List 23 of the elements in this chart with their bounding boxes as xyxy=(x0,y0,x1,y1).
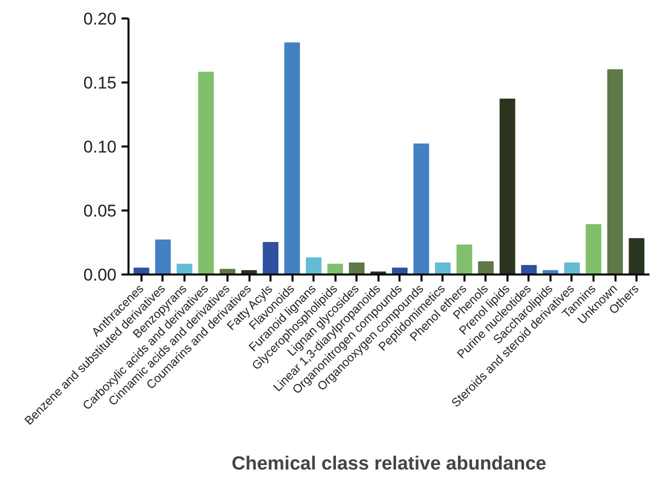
bar xyxy=(586,224,602,274)
bar xyxy=(628,238,644,274)
bar xyxy=(176,264,192,274)
bar xyxy=(521,265,537,274)
bar xyxy=(348,262,365,274)
bar xyxy=(435,262,451,274)
bar xyxy=(478,261,494,274)
bar xyxy=(155,239,171,274)
bar xyxy=(500,98,516,274)
bar xyxy=(607,69,623,274)
y-tick-label: 0.15 xyxy=(83,74,117,92)
bar xyxy=(413,143,430,274)
y-tick-label: 0.20 xyxy=(83,10,117,28)
bar xyxy=(284,42,300,274)
bar xyxy=(262,242,278,274)
bar xyxy=(564,262,580,274)
bar xyxy=(198,72,214,274)
y-tick-label: 0.05 xyxy=(83,202,117,220)
y-tick-label: 0.00 xyxy=(83,266,117,284)
bar xyxy=(306,257,322,274)
y-tick-label: 0.10 xyxy=(83,138,117,156)
x-axis-title: Chemical class relative abundance xyxy=(232,454,546,475)
bar xyxy=(456,244,472,274)
